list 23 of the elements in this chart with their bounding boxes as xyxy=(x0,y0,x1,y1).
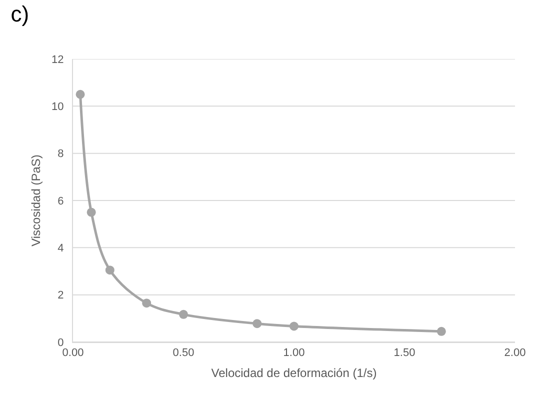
y-tick-label: 0 xyxy=(58,336,64,349)
x-tick-label: 0.00 xyxy=(62,347,84,360)
point xyxy=(142,298,152,308)
point xyxy=(290,322,298,331)
x-tick-label: 1.00 xyxy=(283,347,305,360)
y-tick-label: 12 xyxy=(52,54,64,66)
y-tick-label: 6 xyxy=(58,195,64,208)
y-tick-label: 4 xyxy=(58,242,64,255)
point xyxy=(76,90,85,99)
x-tick-label: 1.50 xyxy=(394,347,416,360)
x-axis-title: Velocidad de deformación (1/s) xyxy=(211,366,377,380)
y-axis-title: Viscosidad (PaS) xyxy=(28,154,43,246)
chart-title: c) xyxy=(10,1,30,26)
point xyxy=(179,310,188,319)
point xyxy=(105,266,114,275)
x-tick-label: 2.00 xyxy=(504,347,526,360)
y-tick-label: 8 xyxy=(58,148,64,160)
point xyxy=(252,319,262,328)
y-tick-label: 10 xyxy=(52,101,64,114)
y-tick-label: 2 xyxy=(58,290,64,302)
point xyxy=(436,326,446,336)
x-tick-label: 0.50 xyxy=(172,347,194,360)
point xyxy=(86,208,96,217)
